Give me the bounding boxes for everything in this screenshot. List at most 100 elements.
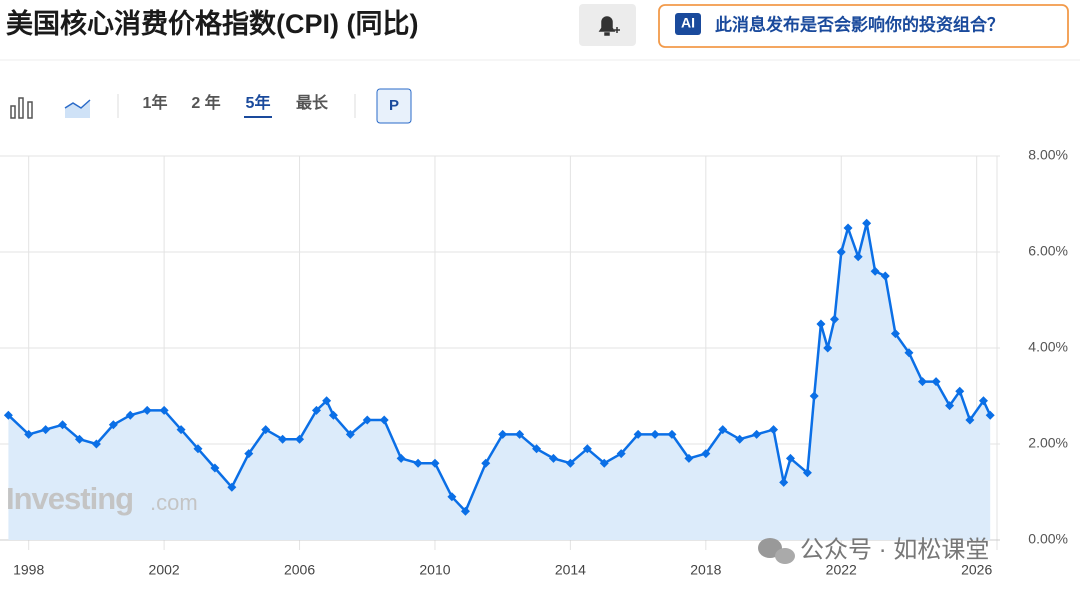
data-point [955, 386, 965, 396]
data-point [227, 482, 237, 492]
data-point [769, 425, 779, 435]
data-point [843, 223, 853, 233]
data-point [802, 468, 812, 478]
data-point [829, 314, 839, 324]
y-tick-label: 8.00% [1028, 147, 1068, 163]
data-point [447, 492, 457, 502]
ai-button[interactable] [658, 4, 1069, 48]
data-point [193, 444, 203, 454]
y-tick-label: 6.00% [1028, 243, 1068, 259]
brand-watermark-suffix: .com [150, 490, 198, 515]
data-point [295, 434, 305, 444]
ai-badge: AI [681, 15, 695, 31]
data-point [701, 449, 711, 459]
data-point [345, 429, 355, 439]
data-point [3, 410, 13, 420]
data-point [853, 252, 863, 262]
data-point [396, 453, 406, 463]
x-tick-label: 1998 [13, 562, 44, 578]
data-point [931, 377, 941, 387]
data-point [836, 247, 846, 257]
data-point [322, 396, 332, 406]
data-point [684, 453, 694, 463]
data-point [460, 506, 470, 516]
data-point [616, 449, 626, 459]
brand-watermark: Investing [6, 481, 133, 516]
data-point [667, 429, 677, 439]
data-point [718, 425, 728, 435]
range-button[interactable]: 2 年 [191, 93, 220, 112]
x-tick-label: 2018 [690, 562, 721, 578]
data-point [599, 458, 609, 468]
data-point [735, 434, 745, 444]
data-point [210, 463, 220, 473]
range-button[interactable]: 1年 [143, 93, 168, 112]
data-point [650, 429, 660, 439]
range-button[interactable]: 5年 [246, 93, 271, 112]
data-point [904, 348, 914, 358]
data-point [328, 410, 338, 420]
p-button[interactable] [376, 88, 412, 124]
bar-icon[interactable] [10, 97, 33, 119]
data-point [74, 434, 84, 444]
data-point [633, 429, 643, 439]
data-point [498, 429, 508, 439]
data-point [481, 458, 491, 468]
data-point [918, 377, 928, 387]
data-point [311, 405, 321, 415]
data-point [108, 420, 118, 430]
data-point [515, 429, 525, 439]
data-point [965, 415, 975, 425]
data-point [91, 439, 101, 449]
data-point [978, 396, 988, 406]
data-point [880, 271, 890, 281]
y-tick-label: 2.00% [1028, 435, 1068, 451]
x-tick-label: 2022 [826, 562, 857, 578]
data-point [870, 266, 880, 276]
data-point [532, 444, 542, 454]
data-point [244, 449, 254, 459]
range-button[interactable]: 最长 [296, 93, 329, 112]
area-icon[interactable] [64, 99, 91, 118]
data-point [261, 425, 271, 435]
data-point [862, 218, 872, 228]
data-point [159, 405, 169, 415]
data-point [816, 319, 826, 329]
data-point [430, 458, 440, 468]
data-point [809, 391, 819, 401]
data-point [823, 343, 833, 353]
data-point [945, 401, 955, 411]
data-point [125, 410, 135, 420]
data-point [362, 415, 372, 425]
data-point [41, 425, 51, 435]
wechat-watermark: 公众号 · 如松课堂 [800, 536, 989, 563]
x-tick-label: 2006 [284, 562, 315, 578]
data-point [176, 425, 186, 435]
data-point [890, 329, 900, 339]
data-point [278, 434, 288, 444]
data-point [582, 444, 592, 454]
x-tick-label: 2010 [419, 562, 450, 578]
page-title: 美国核心消费价格指数(CPI) (同比) [6, 8, 418, 39]
data-point [142, 405, 152, 415]
x-tick-label: 2026 [961, 562, 992, 578]
data-point [785, 453, 795, 463]
p-button-label: P [389, 97, 399, 114]
data-point [565, 458, 575, 468]
data-point [779, 477, 789, 487]
x-tick-label: 2002 [149, 562, 180, 578]
area [8, 223, 991, 540]
data-point [985, 410, 995, 420]
data-point [548, 453, 558, 463]
data-point [58, 420, 68, 430]
ai-badge-bg [675, 13, 701, 35]
data-point [24, 429, 34, 439]
ai-button-label: 此消息发布是否会影响你的投资组合？ [715, 14, 1004, 34]
y-tick-label: 4.00% [1028, 339, 1068, 355]
data-point [379, 415, 389, 425]
y-tick-label: 0.00% [1028, 531, 1068, 547]
bell-icon [598, 16, 620, 36]
wechat-icon [758, 538, 795, 564]
